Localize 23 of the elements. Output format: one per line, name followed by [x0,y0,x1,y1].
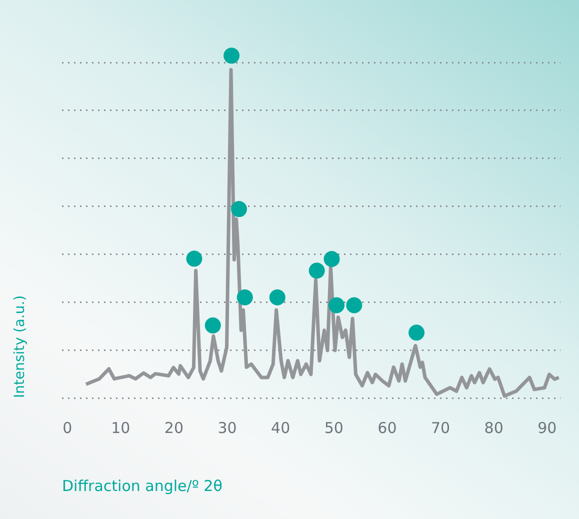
x-tick-label: 60 [378,418,397,437]
x-tick-label: 40 [271,418,290,437]
point [236,289,253,306]
point [224,48,240,64]
point [328,297,345,314]
x-tick-label: 90 [538,418,557,437]
x-axis-title: Diffraction angle/º 2θ [62,476,222,495]
point [269,289,286,306]
x-tick-label: 80 [484,418,504,437]
point [204,317,221,334]
point [324,251,340,268]
x-tick-label: 10 [111,418,130,437]
point [186,250,202,267]
point [308,262,325,279]
x-tick-label: 30 [218,418,237,437]
x-tick-label: 50 [324,418,344,437]
x-tick-label: 70 [430,418,450,437]
point [230,201,247,218]
point [408,324,425,341]
x-tick-label: 20 [164,418,184,437]
y-axis-title: Intensity (a.u.) [12,295,28,398]
point [346,297,362,314]
x-tick-label: 0 [62,418,72,437]
